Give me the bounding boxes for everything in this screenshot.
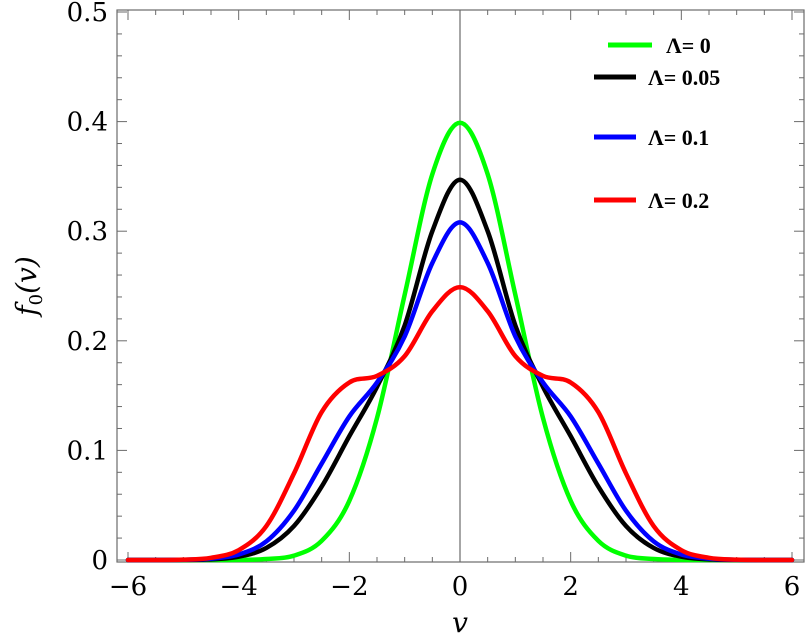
series-line-3 (125, 284, 795, 563)
x-tick-label: 0 (452, 572, 469, 602)
legend-label-1: Λ= 0.05 (648, 65, 720, 90)
y-tick-label: 0.2 (67, 327, 108, 357)
legend-label-2: Λ= 0.1 (648, 125, 709, 150)
legend: Λ= 0 Λ= 0.05 Λ= 0.1 Λ= 0.2 (594, 33, 720, 213)
x-tick-label: 4 (673, 572, 690, 602)
x-tick-label: −2 (330, 572, 368, 602)
y-tick-label: 0 (91, 546, 108, 576)
x-tick-label: 6 (784, 572, 801, 602)
series-line-0 (125, 120, 795, 563)
series-line-2 (125, 220, 795, 563)
x-axis-label: v (452, 606, 468, 639)
x-tick-labels: −6 −4 −2 0 2 4 6 (109, 572, 800, 602)
x-tick-label: 2 (562, 572, 579, 602)
legend-label-3: Λ= 0.2 (648, 188, 709, 213)
y-axis-label-subscript: 0 (26, 294, 47, 305)
y-tick-label: 0.1 (67, 436, 108, 466)
axis-ticks (117, 10, 804, 562)
y-axis-label-arg: (v) (10, 256, 43, 294)
y-tick-label: 0.4 (67, 108, 108, 138)
x-tick-label: −4 (220, 572, 258, 602)
series-lines (125, 120, 795, 563)
y-tick-label: 0.5 (67, 0, 108, 28)
x-tick-label: −6 (109, 572, 147, 602)
y-axis-label: f0(v) (10, 256, 47, 318)
legend-label-0: Λ= 0 (666, 33, 711, 58)
y-tick-labels: 0 0.1 0.2 0.3 0.4 0.5 (67, 0, 108, 576)
y-tick-label: 0.3 (67, 217, 108, 247)
